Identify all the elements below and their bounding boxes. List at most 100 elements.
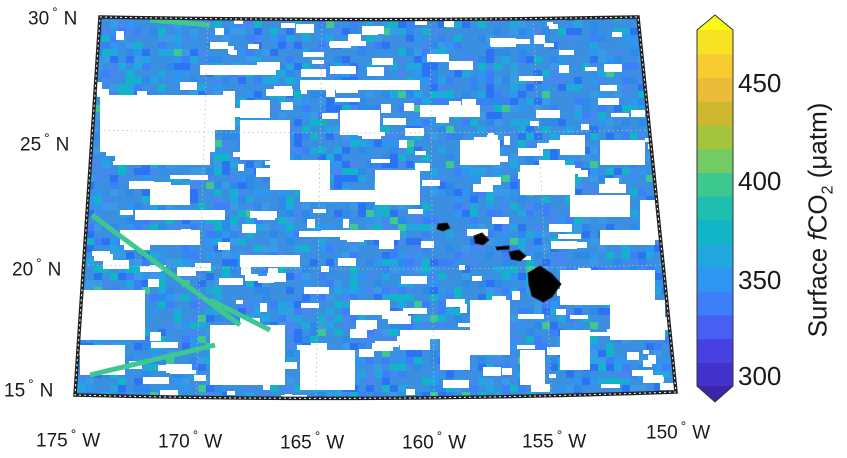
ocean-cell [638,105,646,112]
ocean-cell [550,154,558,161]
data-gap [97,321,123,326]
ocean-cell [526,56,534,63]
ocean-cell [542,91,550,98]
ocean-cell [206,175,214,182]
grid-lon-155 [532,18,553,399]
data-gap [245,274,258,281]
ocean-cell [638,168,646,175]
data-gap [362,134,381,139]
ocean-cell [75,133,78,140]
data-gap [558,234,581,239]
ocean-cell [230,154,238,161]
ocean-cell [526,126,534,133]
ocean-cell [230,161,238,168]
ocean-cell [542,343,550,350]
ocean-cell [526,231,534,238]
ocean-cell [358,147,366,154]
ocean-cell [198,49,206,56]
ocean-cell [158,91,166,98]
ocean-cell [574,175,582,182]
ocean-cell [510,203,518,210]
ocean-cell [294,119,302,126]
ocean-cell [478,280,486,287]
ocean-cell [534,56,542,63]
ocean-cell [94,196,102,203]
ocean-cell [598,35,606,42]
ocean-cell [590,112,598,119]
ocean-cell [318,245,326,252]
data-gap [248,143,256,149]
ocean-cell [542,35,550,42]
ocean-cell [334,147,342,154]
ocean-cell [254,91,262,98]
ocean-cell [142,56,150,63]
ocean-cell [190,336,198,343]
ocean-cell [662,364,670,371]
ocean-cell [646,77,654,84]
ocean-cell [414,91,422,98]
data-gap [356,320,377,329]
ocean-cell [406,28,414,35]
ocean-cell [174,308,182,315]
ocean-cell [430,91,438,98]
lat-label-25n: 25 ∘ N [20,128,70,156]
ocean-cell [590,168,598,175]
ocean-cell [558,259,566,266]
ocean-cell [422,266,430,273]
ocean-cell [494,357,502,364]
ocean-cell [278,224,286,231]
ocean-cell [75,42,78,49]
data-gap [663,194,671,200]
ocean-cell [174,315,182,322]
ocean-cell [358,357,366,364]
ocean-cell [190,196,198,203]
ocean-cell [630,189,638,196]
ocean-cell [518,49,526,56]
ocean-cell [502,378,510,385]
ocean-cell [646,42,654,49]
ocean-cell [294,308,302,315]
ocean-cell [262,294,270,301]
data-gap [492,217,509,224]
ocean-cell [534,203,542,210]
ocean-cell [310,322,318,329]
ocean-cell [430,336,438,343]
ocean-cell [158,273,166,280]
ocean-cell [134,224,142,231]
ocean-cell [430,98,438,105]
data-gap [554,180,563,185]
ocean-cell [94,105,102,112]
ocean-cell [142,336,150,343]
ocean-cell [246,301,254,308]
data-gap [607,329,613,334]
data-gap [388,316,411,324]
ocean-cell [574,252,582,259]
data-gap [150,332,161,341]
ocean-cell [182,343,190,350]
ocean-cell [414,392,422,399]
ocean-cell [334,301,342,308]
ocean-cell [334,28,342,35]
ocean-cell [246,175,254,182]
colorbar-segment [697,77,733,102]
data-gap [422,180,440,186]
ocean-cell [246,91,254,98]
ocean-cell [510,266,518,273]
ocean-cell [486,294,494,301]
ocean-cell [414,105,422,112]
ocean-cell [118,21,126,28]
data-gap [581,124,589,130]
ocean-cell [246,161,254,168]
ocean-cell [366,287,374,294]
ocean-cell [94,147,102,154]
data-gap [582,282,590,288]
ocean-cell [446,231,454,238]
ocean-cell [182,63,190,70]
ocean-cell [190,224,198,231]
ocean-cell [286,196,294,203]
ocean-cell [102,70,110,77]
data-gap [670,134,676,138]
ocean-cell [590,343,598,350]
ocean-cell [534,105,542,112]
data-gap [560,330,590,370]
